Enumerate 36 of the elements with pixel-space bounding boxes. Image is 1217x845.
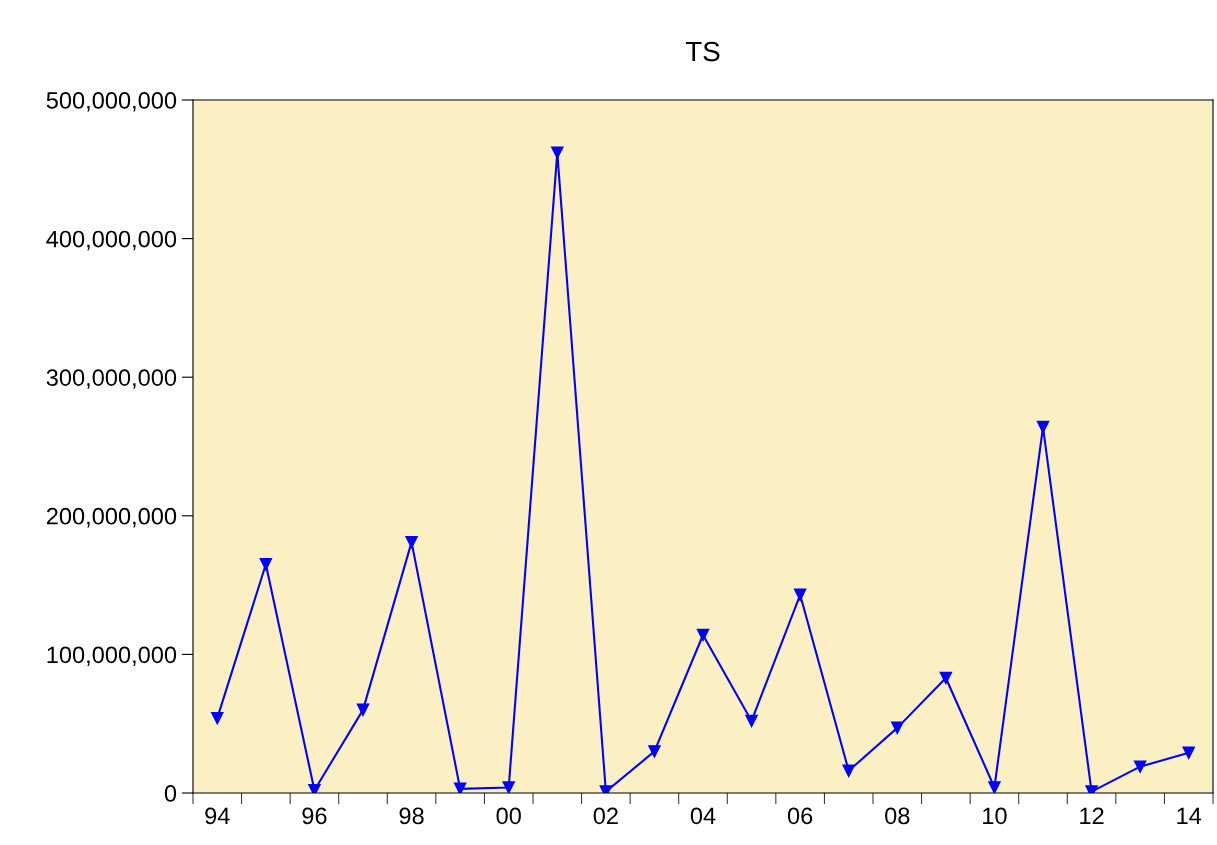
x-tick-label: 02	[593, 807, 618, 825]
point	[551, 146, 564, 159]
x-tick-label: 12	[1080, 807, 1104, 824]
point	[453, 782, 467, 793]
x-tick-label: 10	[983, 807, 1007, 825]
x-tick-label: 14	[1177, 807, 1202, 824]
x-tick-label: 04	[690, 807, 716, 825]
point	[405, 535, 418, 549]
y-tick-label: 400,000,000	[46, 230, 177, 251]
x-tick-label: 98	[399, 807, 424, 825]
point	[259, 558, 273, 571]
chart-title: TS	[685, 41, 720, 62]
point	[356, 703, 370, 717]
point	[793, 588, 807, 602]
x-tick-label: 94	[205, 807, 230, 825]
point	[842, 764, 855, 778]
point	[648, 745, 661, 758]
y-tick-label: 300,000,000	[46, 369, 177, 389]
y-tick-label: 200,000,000	[46, 507, 177, 528]
point	[696, 628, 710, 642]
y-tick-label: 0	[164, 785, 177, 802]
y-tick-label: 500,000,000	[46, 92, 177, 112]
x-tick-label: 96	[302, 807, 327, 825]
x-tick-label: 06	[787, 807, 813, 825]
y-tick-label: 100,000,000	[47, 646, 177, 666]
point	[1182, 746, 1195, 760]
x-tick-label: 08	[885, 807, 910, 825]
point	[939, 671, 953, 685]
point	[891, 721, 904, 735]
x-tick-label: 00	[496, 807, 521, 825]
point	[1133, 760, 1147, 773]
point	[745, 714, 758, 728]
point	[211, 711, 224, 725]
point	[1036, 420, 1050, 434]
point	[502, 781, 515, 793]
point	[988, 781, 1001, 793]
